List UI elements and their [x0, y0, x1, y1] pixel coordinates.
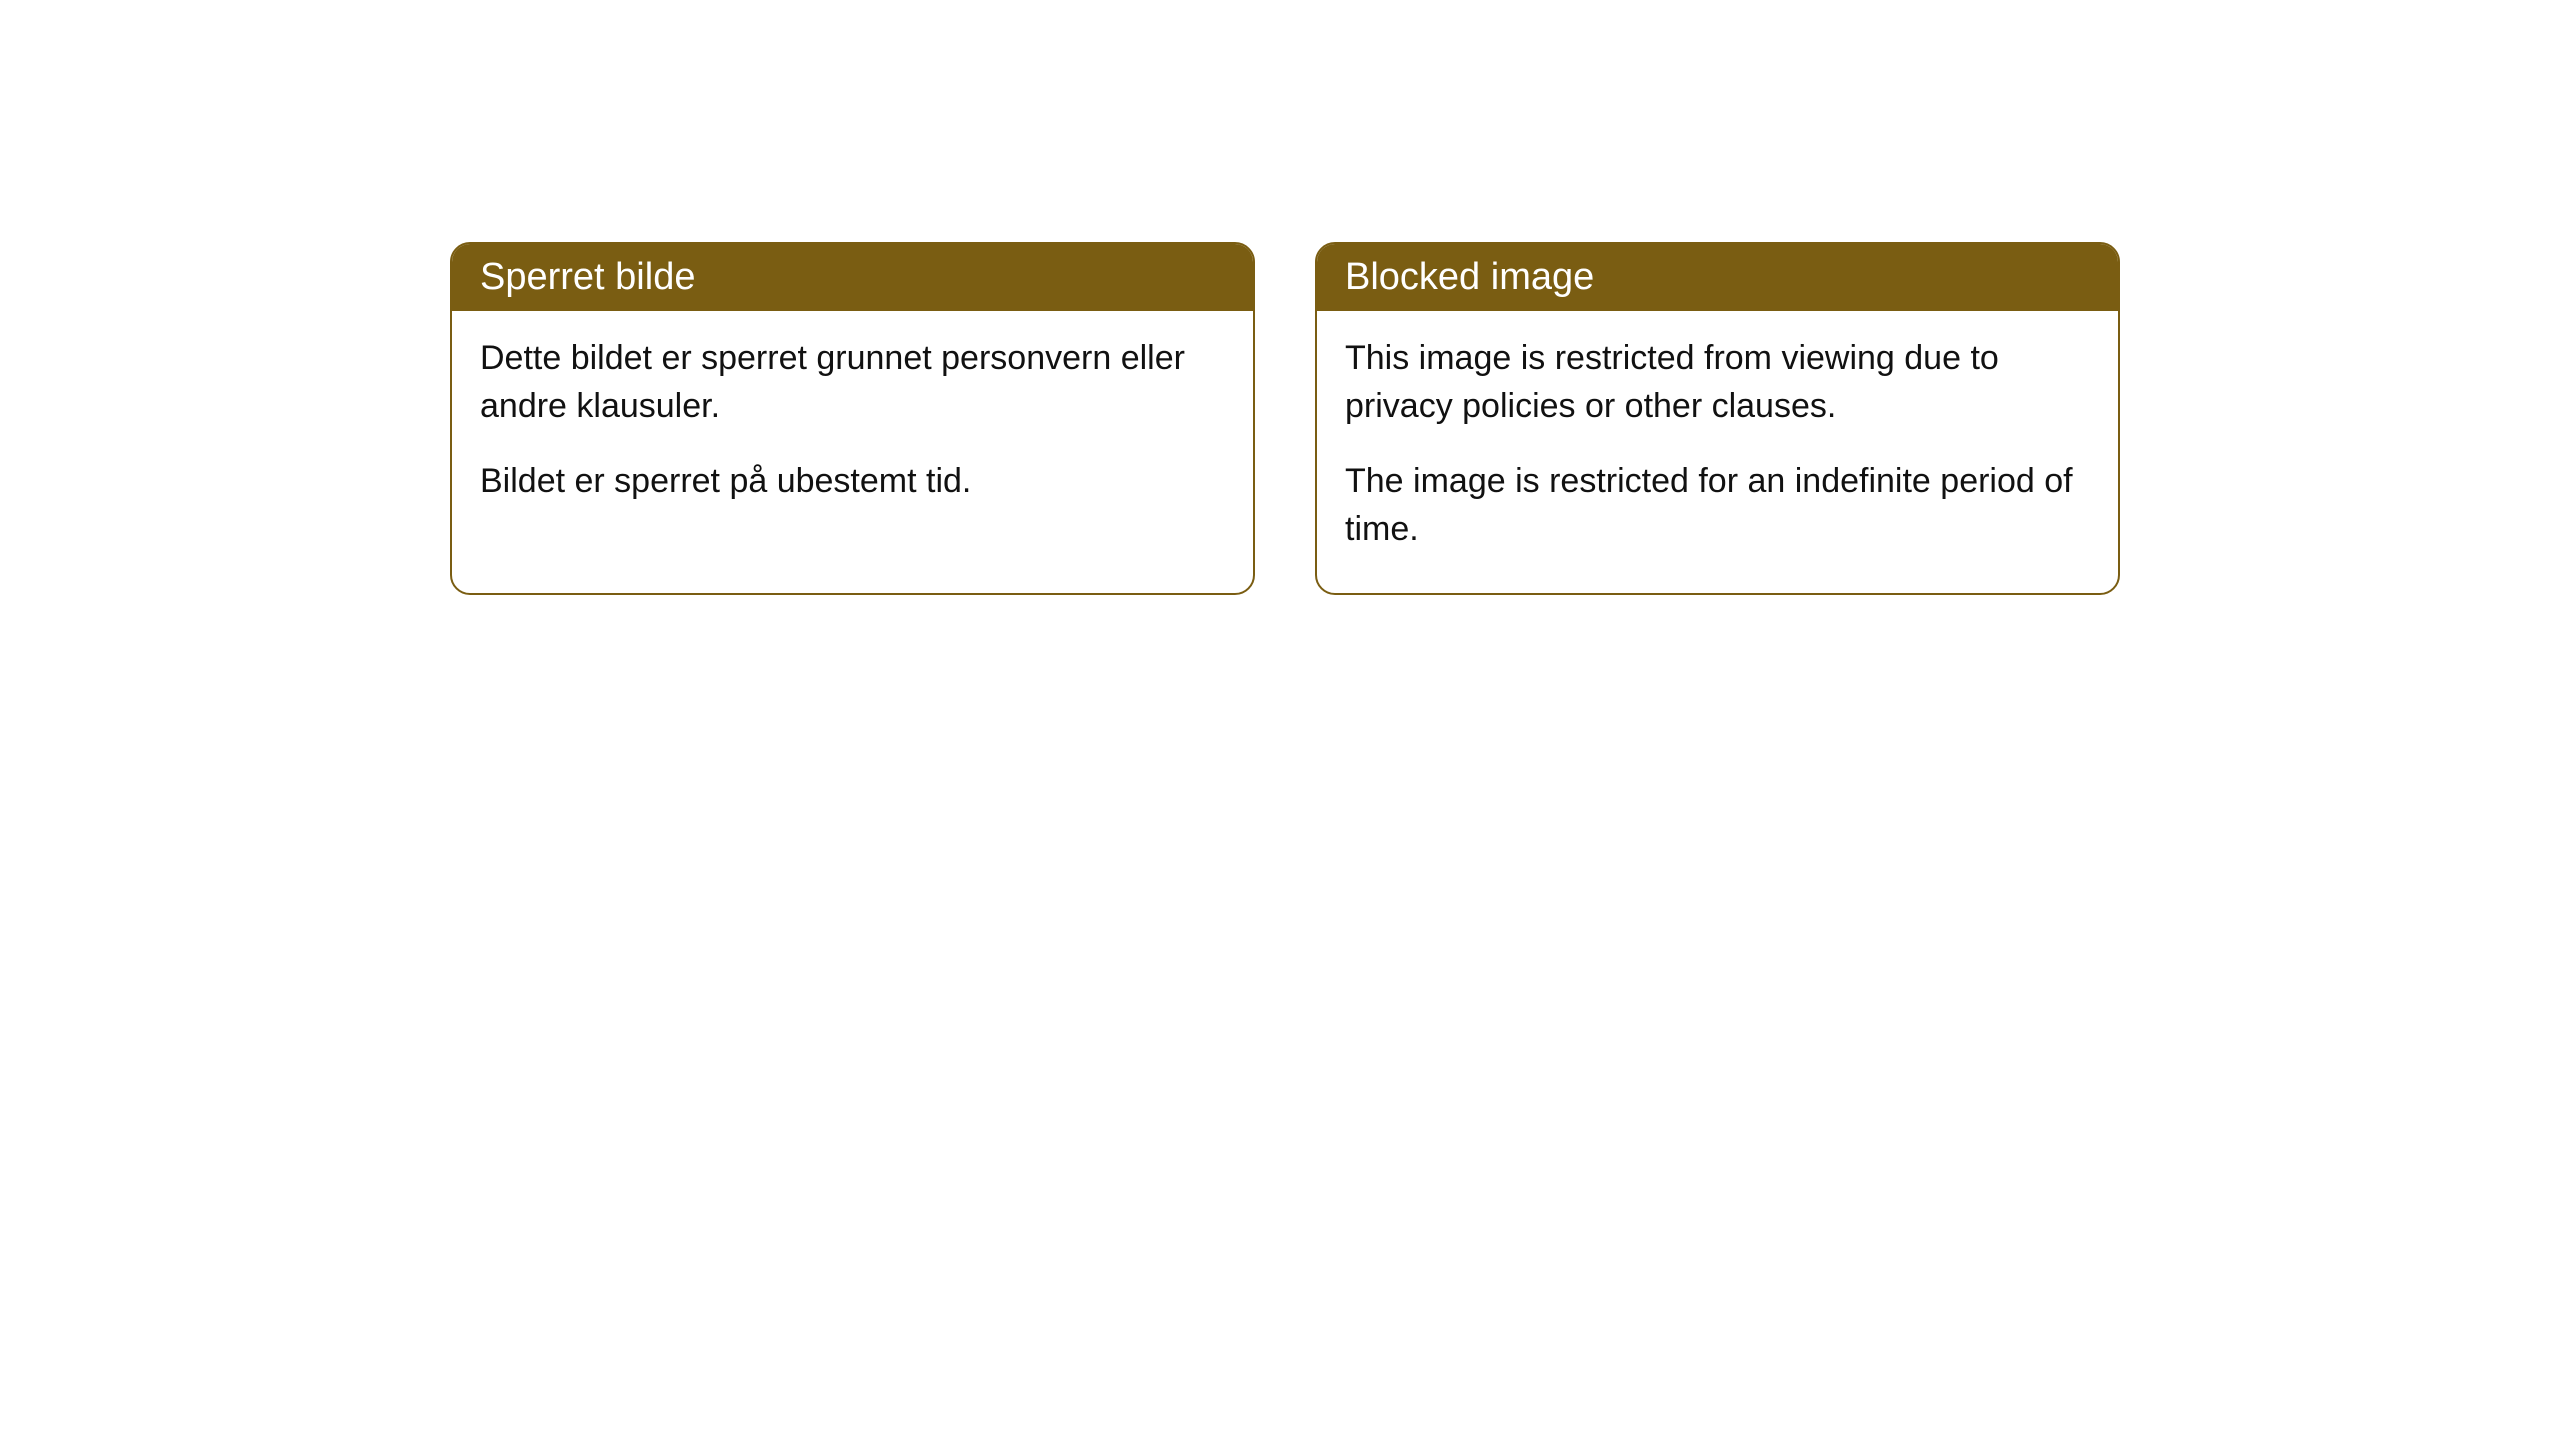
card-blocked-image-no: Sperret bilde Dette bildet er sperret gr… [450, 242, 1255, 595]
card-paragraph: Bildet er sperret på ubestemt tid. [480, 458, 1225, 506]
card-paragraph: Dette bildet er sperret grunnet personve… [480, 335, 1225, 430]
card-paragraph: The image is restricted for an indefinit… [1345, 458, 2090, 553]
card-body: Dette bildet er sperret grunnet personve… [452, 311, 1253, 546]
cards-container: Sperret bilde Dette bildet er sperret gr… [450, 242, 2120, 595]
card-header: Sperret bilde [452, 244, 1253, 311]
card-header: Blocked image [1317, 244, 2118, 311]
card-blocked-image-en: Blocked image This image is restricted f… [1315, 242, 2120, 595]
card-title: Blocked image [1345, 256, 1594, 298]
card-paragraph: This image is restricted from viewing du… [1345, 335, 2090, 430]
card-body: This image is restricted from viewing du… [1317, 311, 2118, 593]
card-title: Sperret bilde [480, 256, 695, 298]
